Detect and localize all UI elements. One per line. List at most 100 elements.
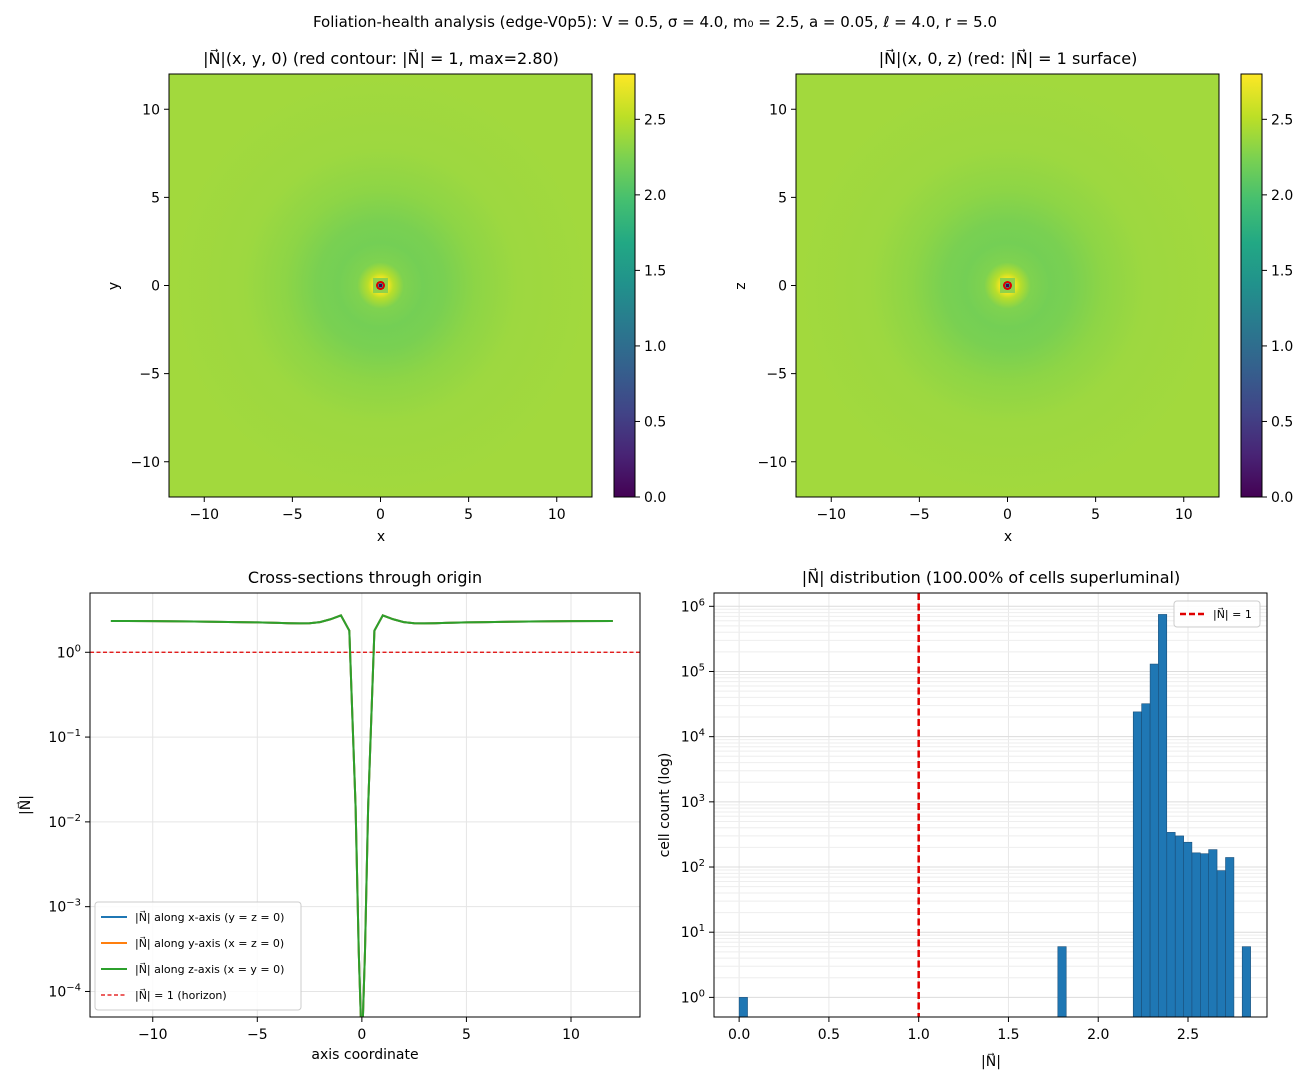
histogram-bar bbox=[1216, 870, 1226, 1017]
histogram-bar bbox=[1183, 841, 1193, 1017]
heatmap-xz-colorbar-ticks: 0.0 0.5 1.0 1.5 2.0 2.5 bbox=[1262, 112, 1293, 506]
distribution-legend: |N⃗| = 1 bbox=[1173, 600, 1261, 628]
ytick-label: 5 bbox=[778, 190, 787, 206]
heatmap-xy-xlabel: x bbox=[377, 529, 385, 545]
ytick-label: −5 bbox=[139, 367, 160, 383]
histogram-bar bbox=[738, 997, 748, 1017]
xtick-label: 10 bbox=[548, 507, 566, 523]
series-line-z-axis bbox=[110, 614, 613, 1017]
distribution-legend-label: |N⃗| = 1 bbox=[1213, 607, 1252, 621]
xtick-label: 0.5 bbox=[818, 1027, 840, 1043]
heatmap-xz-xticks: −10 −5 0 5 10 bbox=[816, 497, 1193, 523]
ytick-label: −10 bbox=[757, 455, 787, 471]
heatmap-xz-title: |N⃗|(x, 0, z) (red: |N⃗| = 1 surface) bbox=[879, 48, 1138, 68]
ytick-label: 101 bbox=[681, 923, 705, 941]
histogram-bar bbox=[1057, 946, 1067, 1017]
heatmap-xz-singularity bbox=[1006, 284, 1009, 287]
ytick-label: 10−1 bbox=[48, 728, 81, 746]
heatmap-xy-colorbar bbox=[613, 73, 636, 498]
distribution-legend-box bbox=[1173, 600, 1261, 628]
distribution-yticks: 100 101 102 103 104 105 106 bbox=[681, 597, 714, 1006]
colorbar-tick-label: 2.0 bbox=[1271, 188, 1293, 204]
histogram-bar bbox=[1158, 614, 1168, 1017]
heatmap-xz-red-surface bbox=[1003, 281, 1012, 290]
xtick-label: 0 bbox=[357, 1027, 366, 1043]
legend-label-z-axis: |N⃗| along z-axis (x = y = 0) bbox=[135, 962, 284, 976]
ytick-label: 10 bbox=[142, 102, 160, 118]
ytick-label: 100 bbox=[57, 643, 81, 661]
ytick-label: 100 bbox=[681, 988, 705, 1006]
cross-sections-panel: Cross-sections through origin −10 −5 0 5 10 … bbox=[16, 568, 641, 1063]
cross-sections-xticks: −10 −5 0 5 10 bbox=[138, 1017, 580, 1043]
colorbar-tick-label: 1.0 bbox=[644, 339, 666, 355]
histogram-bar bbox=[1191, 852, 1201, 1017]
legend-label-y-axis: |N⃗| along y-axis (x = z = 0) bbox=[135, 936, 284, 950]
xtick-label: −5 bbox=[247, 1027, 268, 1043]
histogram-bar bbox=[1149, 663, 1159, 1017]
xtick-label: −10 bbox=[816, 507, 846, 523]
cross-sections-title: Cross-sections through origin bbox=[248, 568, 482, 587]
heatmap-xz-colorbar bbox=[1240, 73, 1263, 498]
heatmap-xy-title: |N⃗|(x, y, 0) (red contour: |N⃗| = 1, ma… bbox=[203, 48, 559, 68]
heatmap-xz-panel: |N⃗|(x, 0, z) (red: |N⃗| = 1 surface) −1… bbox=[733, 48, 1293, 545]
heatmap-xy-singularity bbox=[379, 284, 382, 287]
xtick-label: 5 bbox=[462, 1027, 471, 1043]
xtick-label: −5 bbox=[909, 507, 930, 523]
legend-box bbox=[94, 901, 302, 1011]
histogram-bar bbox=[1208, 849, 1218, 1017]
distribution-title: |N⃗| distribution (100.00% of cells supe… bbox=[802, 567, 1180, 587]
heatmap-xy-red-contour bbox=[376, 281, 385, 290]
colorbar-tick-label: 2.5 bbox=[1271, 112, 1293, 128]
distribution-ylabel: cell count (log) bbox=[657, 753, 673, 858]
heatmap-xz-ylabel: z bbox=[733, 282, 749, 289]
xtick-label: 0.0 bbox=[728, 1027, 750, 1043]
ytick-label: 104 bbox=[681, 728, 705, 746]
xtick-label: 10 bbox=[562, 1027, 580, 1043]
xtick-label: 2.5 bbox=[1177, 1027, 1199, 1043]
xtick-label: 10 bbox=[1175, 507, 1193, 523]
histogram-bar bbox=[1141, 703, 1151, 1017]
ytick-label: 0 bbox=[151, 279, 160, 295]
colorbar-tick-label: 0.0 bbox=[1271, 490, 1293, 506]
histogram-bar bbox=[1241, 946, 1251, 1017]
cross-sections-yticks: 100 10−1 10−2 10−3 10−4 bbox=[48, 643, 90, 1000]
ytick-label: 0 bbox=[778, 279, 787, 295]
heatmap-xz-xlabel: x bbox=[1004, 529, 1012, 545]
ytick-label: 10 bbox=[769, 102, 787, 118]
ytick-label: 105 bbox=[681, 662, 705, 680]
ytick-label: 10−2 bbox=[48, 813, 81, 831]
cross-sections-legend: |N⃗| along x-axis (y = z = 0) |N⃗| along… bbox=[94, 901, 302, 1011]
cross-sections-ylabel: |N⃗| bbox=[16, 795, 34, 815]
ytick-label: 103 bbox=[681, 793, 705, 811]
ytick-label: 102 bbox=[681, 858, 705, 876]
ytick-label: −5 bbox=[766, 367, 787, 383]
heatmap-xy-ylabel: y bbox=[106, 282, 122, 290]
figure-suptitle: Foliation-health analysis (edge-V0p5): V… bbox=[313, 13, 997, 31]
heatmap-xy-xticks: −10 −5 0 5 10 bbox=[189, 497, 566, 523]
cross-sections-frame bbox=[89, 592, 641, 1018]
xtick-label: 1.0 bbox=[908, 1027, 930, 1043]
ytick-label: 5 bbox=[151, 190, 160, 206]
distribution-panel: |N⃗| distribution (100.00% of cells supe… bbox=[657, 567, 1268, 1070]
ytick-label: 10−4 bbox=[48, 982, 81, 1000]
xtick-label: 5 bbox=[1091, 507, 1100, 523]
colorbar-tick-label: 1.5 bbox=[644, 263, 666, 279]
cross-sections-series bbox=[110, 614, 613, 1017]
heatmap-xz-yticks: −10 −5 0 5 10 bbox=[757, 102, 796, 471]
colorbar-tick-label: 0.0 bbox=[644, 490, 666, 506]
xtick-label: 0 bbox=[1003, 507, 1012, 523]
colorbar-tick-label: 1.5 bbox=[1271, 263, 1293, 279]
heatmap-xy-panel: |N⃗|(x, y, 0) (red contour: |N⃗| = 1, ma… bbox=[106, 48, 666, 545]
histogram-bar bbox=[1225, 857, 1235, 1017]
histogram-bar bbox=[1166, 832, 1176, 1017]
heatmap-xy-colorbar-ticks: 0.0 0.5 1.0 1.5 2.0 2.5 bbox=[635, 112, 666, 506]
histogram-bar bbox=[1132, 711, 1142, 1017]
xtick-label: 5 bbox=[464, 507, 473, 523]
legend-label-x-axis: |N⃗| along x-axis (y = z = 0) bbox=[135, 910, 284, 924]
colorbar-tick-label: 2.0 bbox=[644, 188, 666, 204]
legend-label-horizon: |N⃗| = 1 (horizon) bbox=[135, 988, 227, 1002]
xtick-label: 0 bbox=[376, 507, 385, 523]
xtick-label: −5 bbox=[282, 507, 303, 523]
heatmap-xy-yticks: −10 −5 0 5 10 bbox=[130, 102, 169, 471]
